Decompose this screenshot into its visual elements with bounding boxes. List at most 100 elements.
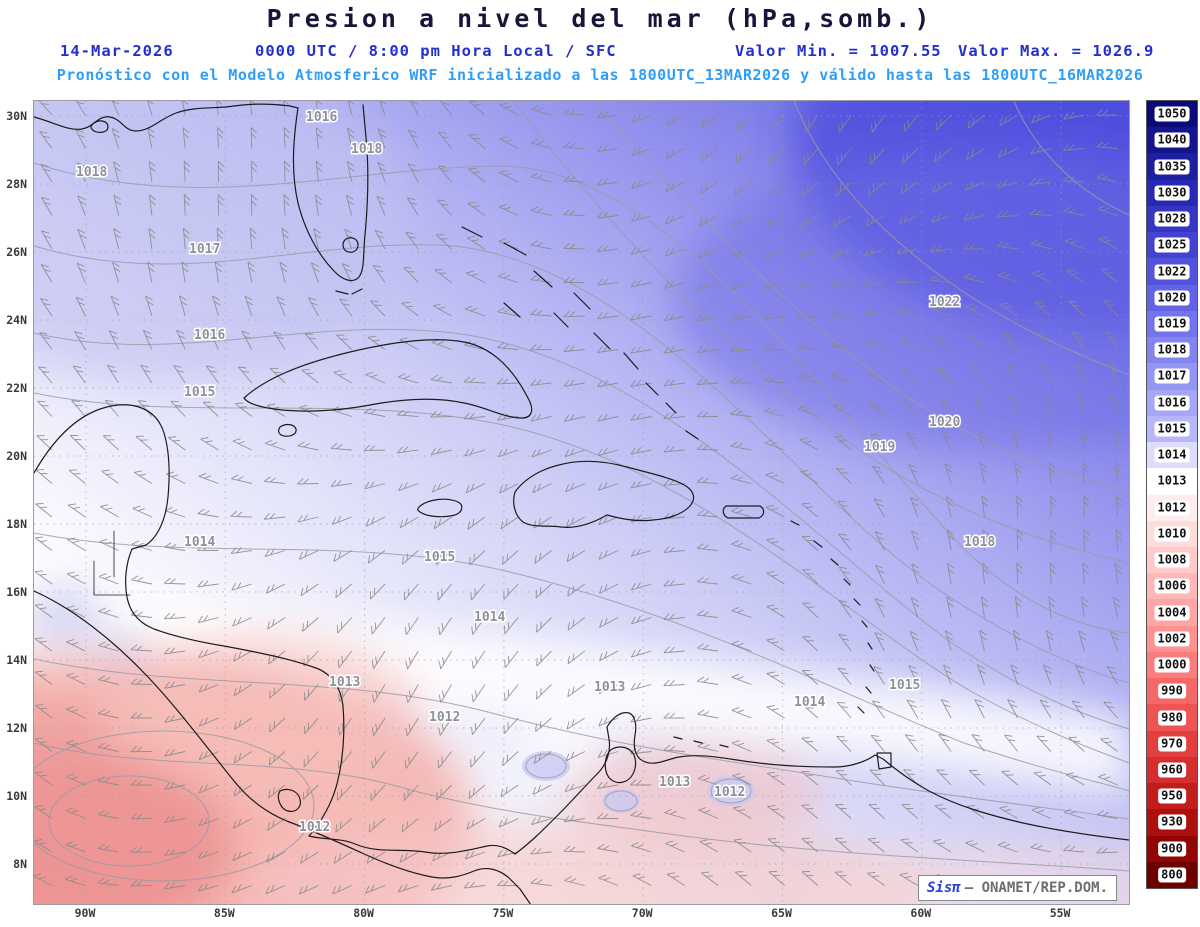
lat-label-20N: 20N [6,449,27,463]
longitude-axis: 90W 85W 80W 75W 70W 65W 60W 55W [33,906,1128,922]
colorbar-cell-1014: 1014 [1147,442,1197,469]
colorbar-label-1028: 1028 [1154,211,1190,227]
colorbar-label-990: 990 [1158,683,1186,699]
lat-label-24N: 24N [6,313,27,327]
watermark-brand: Sisπ [927,880,961,896]
colorbar-label-1015: 1015 [1154,421,1190,437]
lon-label-60W: 60W [910,906,932,920]
colorbar-cell-1018: 1018 [1147,337,1197,364]
coastline-layer [34,103,1129,904]
colorbar-cell-1050: 1050 [1147,101,1197,128]
colorbar-label-970: 970 [1158,736,1186,752]
colorbar-cell-1000: 1000 [1147,651,1197,679]
colorbar-cell-1004: 1004 [1147,599,1197,626]
colorbar: 1050 1040 1035 1030 1028 1025 1022 1020 1019 1018… [1146,100,1198,889]
isobar-label-1015: 1015 [184,385,215,400]
colorbar-label-1025: 1025 [1154,237,1190,253]
colorbar-cell-1017: 1017 [1147,363,1197,390]
colorbar-cell-1022: 1022 [1147,258,1197,285]
pressure-map-canvas: 1018 1016 1018 1017 1016 1015 1014 1015 1014 1013… [34,101,1129,904]
isobar-label-1013: 1013 [329,675,360,690]
colorbar-label-1012: 1012 [1154,500,1190,516]
model-info-line: Pronóstico con el Modelo Atmosferico WRF… [56,66,1144,84]
colorbar-cell-1012: 1012 [1147,494,1197,521]
isobar-label-1020: 1020 [929,415,960,430]
lat-label-10N: 10N [6,789,27,803]
lon-label-85W: 85W [213,906,235,920]
isobar-label-1013: 1013 [659,775,690,790]
isobar-label-1012: 1012 [429,710,460,725]
lon-label-55W: 55W [1049,906,1071,920]
colorbar-label-1040: 1040 [1154,132,1190,148]
colorbar-label-950: 950 [1158,788,1186,804]
colorbar-label-1030: 1030 [1154,185,1190,201]
isobar-label-1015: 1015 [424,550,455,565]
colorbar-label-1004: 1004 [1154,605,1190,621]
colorbar-cell-1035: 1035 [1147,153,1197,180]
lon-label-90W: 90W [74,906,96,920]
colorbar-cell-930: 930 [1147,809,1197,836]
lon-label-75W: 75W [492,906,514,920]
colorbar-label-930: 930 [1158,814,1186,830]
colorbar-cell-1008: 1008 [1147,546,1197,574]
colorbar-label-800: 800 [1158,867,1186,883]
isobar-label-1016: 1016 [306,110,337,125]
watermark: Sisπ – ONAMET/REP.DOM. [918,875,1118,901]
colorbar-cell-970: 970 [1147,730,1197,757]
isobar-label-1014: 1014 [794,695,825,710]
isobar-label-1018: 1018 [76,165,107,180]
colorbar-label-1022: 1022 [1154,264,1190,280]
colorbar-cell-1002: 1002 [1147,625,1197,652]
colorbar-cell-950: 950 [1147,783,1197,810]
colorbar-label-1002: 1002 [1154,631,1190,647]
colorbar-label-1006: 1006 [1154,578,1190,594]
lat-label-28N: 28N [6,177,27,191]
colorbar-cell-990: 990 [1147,678,1197,705]
colorbar-label-1019: 1019 [1154,316,1190,332]
pressure-shading-layer [34,101,1129,904]
colorbar-cell-900: 900 [1147,835,1197,862]
colorbar-cell-1013: 1013 [1147,468,1197,495]
isobar-label-1017: 1017 [189,242,220,257]
colorbar-cell-1006: 1006 [1147,573,1197,600]
colorbar-label-1014: 1014 [1154,447,1190,463]
lat-label-16N: 16N [6,585,27,599]
lon-label-65W: 65W [771,906,792,920]
lat-label-18N: 18N [6,517,27,531]
lat-label-26N: 26N [6,245,27,259]
isobar-label-1012: 1012 [714,785,745,800]
colorbar-label-1016: 1016 [1154,395,1190,411]
page-title: Presion a nivel del mar (hPa,somb.) [266,4,934,33]
latitude-axis: 30N 28N 26N 24N 22N 20N 18N 16N 14N 12N 10N 8N [0,100,30,903]
colorbar-cell-1016: 1016 [1147,389,1197,416]
value-max-label: Valor Max. = 1026.9 [958,42,1155,60]
colorbar-cell-1019: 1019 [1147,310,1197,338]
isobar-label-1022: 1022 [929,295,960,310]
colorbar-label-900: 900 [1158,841,1186,857]
isobar-label-1012: 1012 [299,820,330,835]
colorbar-cell-1025: 1025 [1147,232,1197,259]
isobar-label-1014: 1014 [474,610,505,625]
isobar-label-1016: 1016 [194,328,225,343]
map-area: 1018 1016 1018 1017 1016 1015 1014 1015 1014 1013… [33,100,1130,905]
colorbar-label-1017: 1017 [1154,368,1190,384]
isobar-label-1018: 1018 [964,535,995,550]
colorbar-label-1000: 1000 [1154,657,1190,673]
colorbar-cell-1040: 1040 [1147,127,1197,154]
colorbar-cell-800: 800 [1147,861,1197,889]
lat-label-14N: 14N [6,653,27,667]
isobar-label-1014: 1014 [184,535,215,550]
header-line2: 14-Mar-2026 0000 UTC / 8:00 pm Hora Loca… [0,42,1200,62]
value-min-label: Valor Min. = 1007.55 [735,42,942,60]
graticule-layer [34,101,1129,904]
isobar-label-1019: 1019 [864,440,895,455]
colorbar-cell-1015: 1015 [1147,415,1197,443]
lat-label-30N: 30N [6,109,27,123]
colorbar-label-980: 980 [1158,710,1186,725]
lat-label-12N: 12N [6,721,27,735]
colorbar-cell-980: 980 [1147,704,1197,731]
colorbar-label-1018: 1018 [1154,342,1190,358]
colorbar-label-1035: 1035 [1154,159,1190,175]
colorbar-label-1008: 1008 [1154,552,1190,568]
